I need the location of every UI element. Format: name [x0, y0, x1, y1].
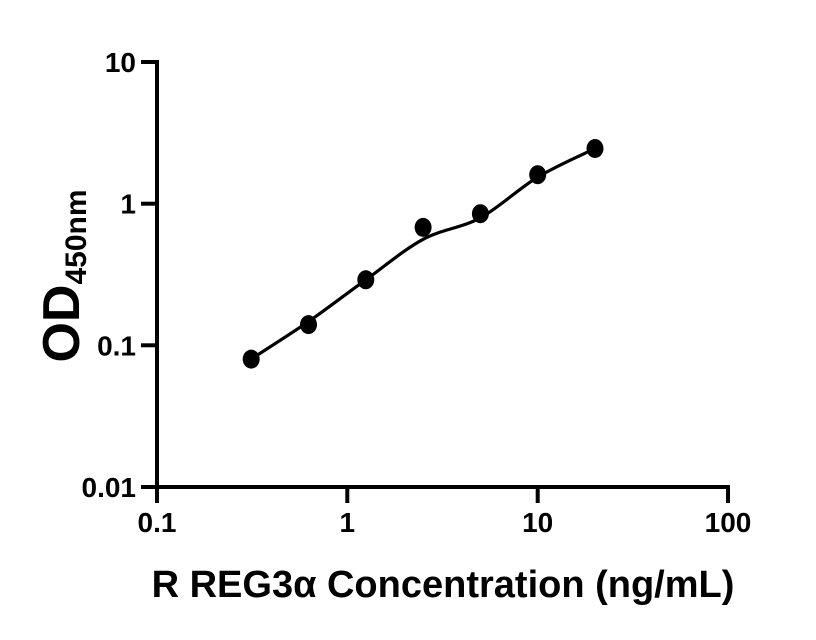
axes — [141, 60, 730, 503]
x-tick-label: 100 — [705, 507, 752, 538]
data-point — [529, 165, 547, 185]
x-tick-label: 10 — [522, 507, 553, 538]
data-point — [300, 315, 317, 335]
x-tick-label: 0.1 — [138, 507, 177, 538]
y-tick-label: 10 — [105, 47, 136, 78]
axis-frame — [141, 60, 730, 503]
x-tick-label: 1 — [340, 507, 356, 538]
data-point — [471, 204, 489, 224]
x-axis-title: R REG3α Concentration (ng/mL) — [152, 564, 735, 606]
y-tick-label: 0.1 — [97, 330, 136, 361]
y-axis-title-subscript: 450nm — [60, 189, 93, 284]
data-point — [586, 139, 604, 158]
y-axis-title: OD450nm — [33, 189, 93, 362]
y-tick-label: 1 — [120, 189, 136, 220]
data-point — [357, 270, 375, 290]
y-axis-title-main: OD — [33, 285, 91, 363]
y-tick-label: 0.01 — [82, 472, 137, 503]
data-points — [242, 139, 604, 369]
data-point — [242, 349, 260, 369]
data-point — [414, 217, 432, 237]
